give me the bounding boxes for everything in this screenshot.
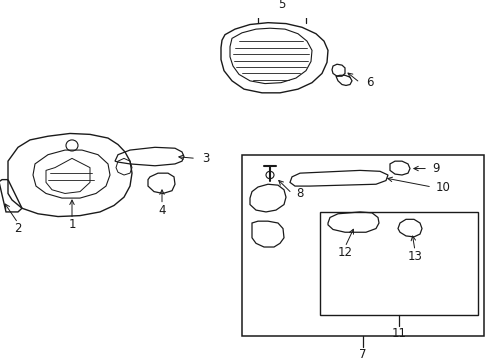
- Text: 3: 3: [202, 152, 209, 165]
- Text: 8: 8: [295, 187, 303, 200]
- Text: 1: 1: [68, 219, 76, 231]
- Text: 7: 7: [359, 348, 366, 360]
- Bar: [242, 155, 483, 336]
- Bar: [319, 212, 477, 315]
- Text: 9: 9: [431, 162, 439, 175]
- Text: 10: 10: [435, 180, 450, 194]
- Text: 13: 13: [407, 250, 422, 263]
- Text: 12: 12: [337, 246, 352, 259]
- Text: 6: 6: [365, 76, 373, 89]
- Text: 11: 11: [391, 327, 406, 340]
- Text: 2: 2: [14, 222, 21, 235]
- Text: 4: 4: [158, 204, 165, 217]
- Text: 5: 5: [278, 0, 285, 11]
